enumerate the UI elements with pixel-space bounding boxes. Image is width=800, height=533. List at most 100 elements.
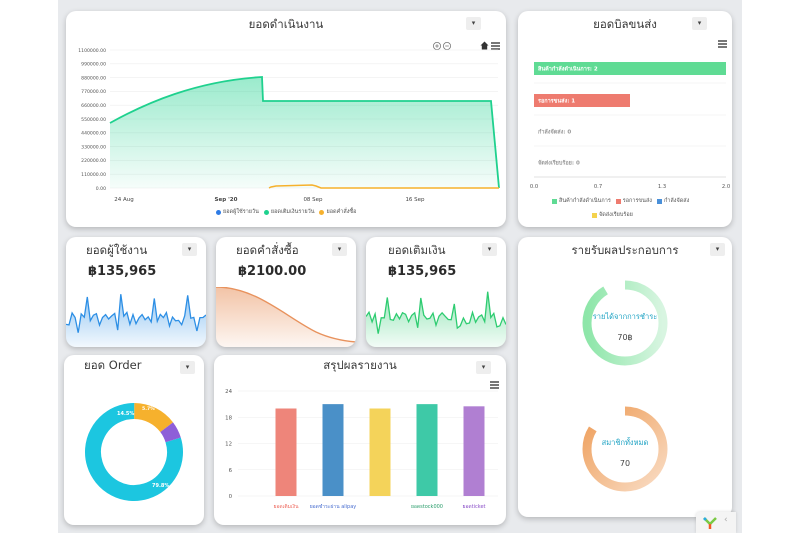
donut-label: 79.8% [152, 483, 169, 489]
operations-title: ยอดดำเนินงาน [248, 17, 324, 31]
legend-square [657, 198, 662, 204]
bill-bar-label: สินค้ากำลังดำเนินการ: 2 [537, 65, 598, 73]
income-ring-2-label: สมาชิกทั้งหมด [601, 438, 649, 447]
users-menu-button[interactable]: ▾ [182, 243, 197, 256]
report-bar [463, 406, 485, 496]
report-chart: 24 18 12 6 0 ยอดเติมเงิน ยอดชำระผ่าน alipay ยอด… [225, 389, 498, 510]
topup-value: ฿135,965 [388, 264, 457, 279]
y-tick-label: 880000.00 [81, 75, 106, 81]
legend-topup[interactable]: ยอดเติมเงินรายวัน [270, 209, 315, 215]
legend-delivered[interactable]: จัดส่งเรียบร้อย [599, 212, 633, 218]
x-tick-label: ยอดstock000 [411, 504, 443, 510]
orders-total-value: ฿2100.00 [238, 264, 307, 279]
y-tick-label: 18 [225, 415, 232, 421]
bill-bar [534, 62, 726, 75]
hamburger-menu-icon[interactable] [491, 42, 500, 50]
bill-bar-label: กำลังจัดส่ง: 0 [538, 129, 571, 136]
report-menu-button[interactable]: ▾ [476, 361, 491, 374]
operations-menu-button[interactable]: ▾ [466, 17, 481, 30]
legend-users[interactable]: ยอดผู้ใช้รายวัน [223, 209, 259, 215]
bills-menu-button[interactable]: ▾ [692, 17, 707, 30]
topup-menu-button[interactable]: ▾ [482, 243, 497, 256]
income-ring-2 [582, 406, 668, 492]
y-tick-label: 660000.00 [81, 103, 106, 109]
legend-square [552, 198, 557, 204]
bill-bar [534, 94, 630, 107]
legend-square [592, 212, 597, 218]
app-logo-button[interactable]: ‹ [696, 512, 736, 533]
bills-card: ยอดบิลขนส่ง ▾ สินค้ากำลังดำเนินการ: 2 รอก… [518, 11, 732, 227]
report-bar [416, 404, 438, 496]
orders-total-line [216, 287, 356, 343]
donut-slice [85, 403, 183, 501]
topup-title: ยอดเติมเงิน [388, 243, 446, 257]
x-tick-label: 1.3 [658, 184, 666, 190]
sparkline-line [366, 291, 506, 334]
legend-dot-users [216, 209, 221, 215]
orders-total-card: ยอดคำสั่งซื้อ ▾ ฿2100.00 [216, 237, 356, 347]
legend-pending[interactable]: สินค้ากำลังดำเนินการ [559, 198, 611, 204]
users-sparkline [66, 294, 206, 347]
donut-label: 5.7% [142, 406, 155, 412]
legend-dot-orders [319, 209, 325, 215]
x-tick-label: ยอดเติมเงิน [274, 503, 300, 510]
x-tick-label: 08 Sep [303, 197, 323, 203]
chevron-left-icon[interactable]: ‹ [724, 515, 728, 525]
orders-total-area [216, 287, 356, 347]
report-card: สรุปผลรายงาน ▾ 24 18 12 6 0 ยอดเติมเงิน ยอดชำร… [214, 355, 506, 525]
y-tick-label: 770000.00 [81, 89, 106, 95]
topup-card: ยอดเติมเงิน ▾ ฿135,965 [366, 237, 506, 347]
income-card: รายรับผลประกอบการ ▾ รายได้จากการชำระ 70฿… [518, 237, 732, 517]
topup-daily-line [109, 76, 500, 189]
hamburger-menu-icon[interactable] [718, 40, 727, 48]
legend-waiting[interactable]: รอการขนส่ง [622, 198, 652, 204]
report-title: สรุปผลรายงาน [323, 358, 397, 372]
x-tick-label: 0.0 [530, 184, 538, 190]
users-title: ยอดผู้ใช้งาน [86, 243, 148, 257]
app-logo-icon [703, 517, 717, 529]
topup-daily-area [110, 77, 499, 188]
orders-total-menu-button[interactable]: ▾ [332, 243, 347, 256]
y-tick-label: 0 [229, 494, 233, 500]
y-tick-label: 990000.00 [81, 62, 106, 68]
bill-bar-label: รอการขนส่ง: 1 [538, 98, 575, 105]
income-ring-1 [582, 280, 668, 366]
x-tick-label: 0.7 [594, 184, 602, 190]
home-icon[interactable] [480, 41, 489, 50]
dashboard-stage: ยอดดำเนินงาน ▾ 1100000.00 990000.00 8 [58, 0, 742, 533]
legend-orders[interactable]: ยอดคำสั่งซื้อ [326, 209, 357, 215]
operations-y-labels: 1100000.00 990000.00 880000.00 770000.00 660… [78, 48, 106, 192]
x-tick-label: Sep '20 [215, 197, 238, 203]
operations-chart: 1100000.00 990000.00 880000.00 770000.00 660… [78, 48, 500, 203]
income-menu-button[interactable]: ▾ [710, 243, 725, 256]
legend-dot-topup [263, 209, 269, 215]
income-ring-2-value: 70 [619, 459, 631, 468]
hamburger-menu-icon[interactable] [490, 381, 499, 389]
y-tick-label: 1100000.00 [78, 48, 106, 54]
operations-x-labels: 24 Aug Sep '20 08 Sep 16 Sep [114, 197, 425, 203]
topup-sparkline [366, 291, 506, 347]
income-title: รายรับผลประกอบการ [571, 243, 679, 257]
order-donut-chart: 79.8% 14.5% 5.7% [85, 403, 183, 501]
sparkline-area [66, 294, 206, 347]
x-tick-label: ยอดticket [462, 504, 485, 510]
y-tick-label: 110000.00 [81, 172, 106, 178]
bills-chart: สินค้ากำลังดำเนินการ: 2 รอการขนส่ง: 1 กำลั… [530, 62, 730, 190]
y-tick-label: 0.00 [96, 186, 106, 192]
legend-shipping[interactable]: กำลังจัดส่ง [664, 198, 690, 204]
orders-total-curve [216, 287, 356, 347]
order-donut-menu-button[interactable]: ▾ [180, 361, 195, 374]
income-rings [582, 280, 668, 492]
report-bar [275, 408, 297, 496]
sparkline-line [66, 294, 206, 333]
donut-label: 14.5% [117, 411, 134, 417]
x-tick-label: 24 Aug [114, 197, 134, 203]
users-value: ฿135,965 [88, 264, 157, 279]
bill-bar-label: จัดส่งเรียบร้อย: 0 [538, 159, 580, 167]
zoom-in-out-icon[interactable] [432, 41, 452, 51]
y-tick-label: 440000.00 [81, 131, 106, 137]
y-tick-label: 220000.00 [81, 158, 106, 164]
orders-total-title: ยอดคำสั่งซื้อ [236, 243, 299, 257]
y-tick-label: 12 [225, 442, 232, 448]
report-bar [322, 404, 344, 496]
